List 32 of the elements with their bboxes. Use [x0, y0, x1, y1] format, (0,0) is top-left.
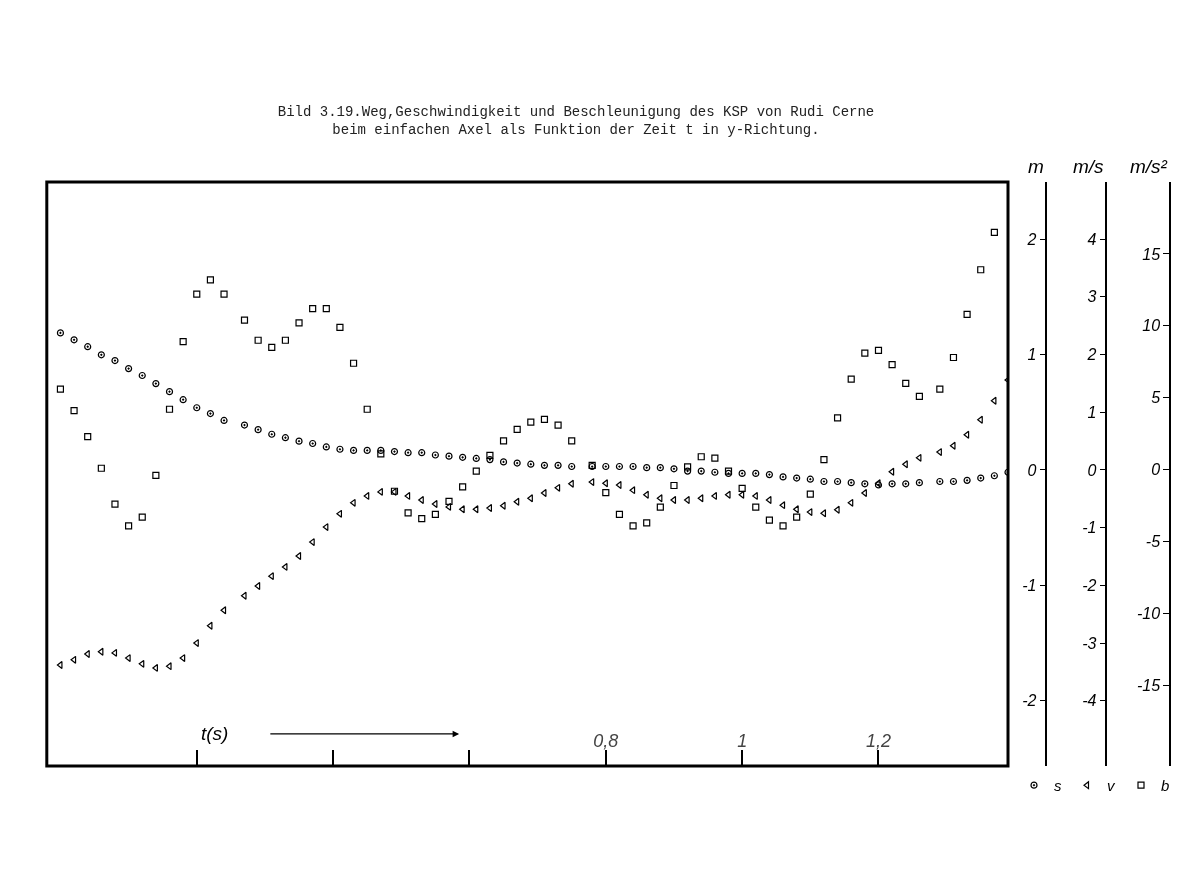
y-axis-title: m — [1028, 156, 1044, 177]
x-tick-label: 1 — [737, 731, 748, 751]
x-axis-title: t(s) — [201, 723, 229, 744]
y3-tick-label: 15 — [1142, 245, 1161, 263]
y2-tick-label: -3 — [1082, 634, 1097, 652]
legend-label: s — [1054, 777, 1062, 795]
chart-title: Bild 3.19.Weg,Geschwindigkeit und Beschleunigung des KSP von Rudi Cerne beim einfachen Axel als Funktion der Zeit t in y-Richtung. — [277, 104, 875, 139]
x-tick-label: 0,8 — [593, 731, 619, 751]
y3-tick-label: -5 — [1145, 533, 1161, 551]
y2-tick-label: 1 — [1087, 403, 1097, 421]
y3-tick-label: -15 — [1136, 677, 1161, 695]
y-tick-label: 1 — [1027, 346, 1037, 364]
y2-tick-label: 2 — [1086, 346, 1097, 364]
legend-label: v — [1107, 777, 1116, 795]
y-tick-label: 0 — [1027, 461, 1037, 479]
y2-tick-label: -4 — [1082, 692, 1097, 710]
y2-tick-label: 0 — [1087, 461, 1097, 479]
x-tick-label: 1,2 — [865, 731, 891, 751]
y3-tick-label: 5 — [1151, 389, 1161, 407]
legend-label: b — [1161, 777, 1170, 795]
y3-tick-label: 0 — [1151, 461, 1161, 479]
y2-tick-label: 4 — [1087, 230, 1097, 248]
y-tick-label: -1 — [1022, 576, 1037, 594]
y3-tick-label: -10 — [1136, 605, 1161, 623]
y-tick-label: 2 — [1026, 231, 1037, 249]
y2-tick-label: 3 — [1087, 288, 1097, 306]
y3-tick-label: 10 — [1142, 317, 1161, 335]
y2-axis-title: m/s — [1073, 156, 1105, 177]
y2-tick-label: -1 — [1082, 519, 1097, 537]
y3-axis-title: m/s² — [1130, 156, 1168, 177]
y2-tick-label: -2 — [1082, 576, 1097, 594]
y-tick-label: -2 — [1022, 691, 1037, 709]
